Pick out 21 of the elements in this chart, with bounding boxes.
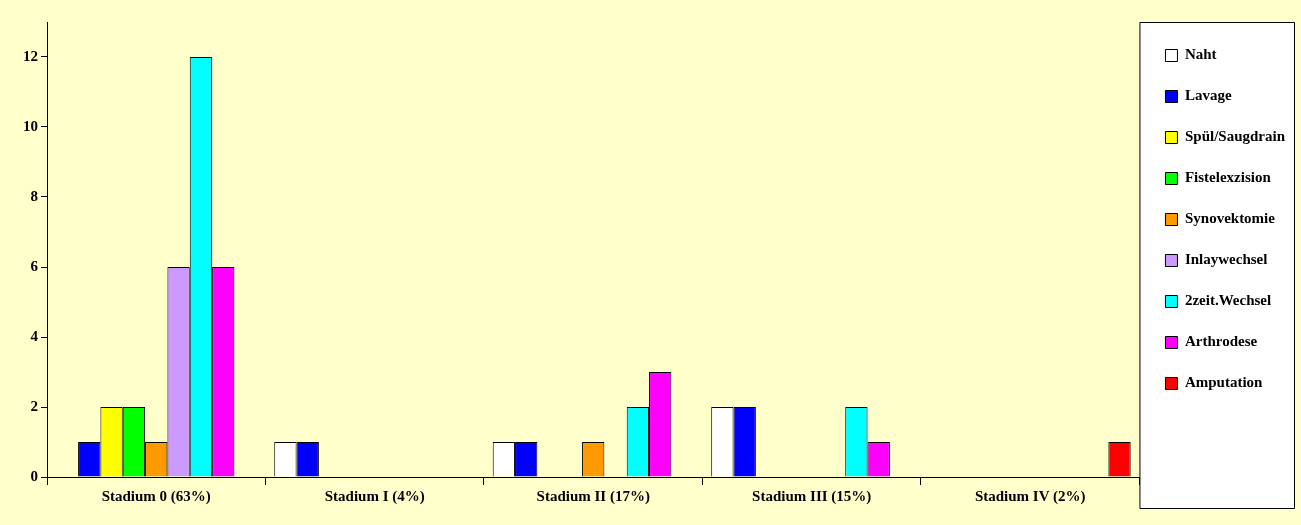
- y-tick-label: 4: [30, 327, 39, 344]
- x-tick-label: Stadium IV (2%): [974, 487, 1086, 505]
- y-tick-label: 10: [23, 117, 38, 134]
- legend-label: Arthrodese: [1184, 333, 1258, 350]
- legend-label: Lavage: [1184, 87, 1232, 104]
- legend-label: Fistelexzision: [1184, 169, 1272, 186]
- y-tick-label: 2: [30, 397, 38, 414]
- x-tick-label: Stadium II (17%): [536, 487, 650, 505]
- y-tick-label: 8: [30, 187, 38, 204]
- y-tick-label: 0: [30, 467, 38, 484]
- x-tick-label: Stadium I (4%): [324, 487, 425, 505]
- x-tick-label: Stadium III (15%): [752, 487, 872, 505]
- legend-label: Naht: [1184, 46, 1217, 63]
- x-tick-label: Stadium 0 (63%): [101, 487, 211, 505]
- legend-label: 2zeit.Wechsel: [1184, 292, 1272, 309]
- legend-label: Spül/Saugdrain: [1184, 128, 1286, 145]
- y-tick-label: 6: [30, 257, 39, 274]
- legend-label: Amputation: [1184, 374, 1264, 391]
- legend-label: Inlaywechsel: [1184, 251, 1268, 268]
- y-tick-label: 12: [23, 47, 38, 64]
- legend-label: Synovektomie: [1184, 210, 1276, 227]
